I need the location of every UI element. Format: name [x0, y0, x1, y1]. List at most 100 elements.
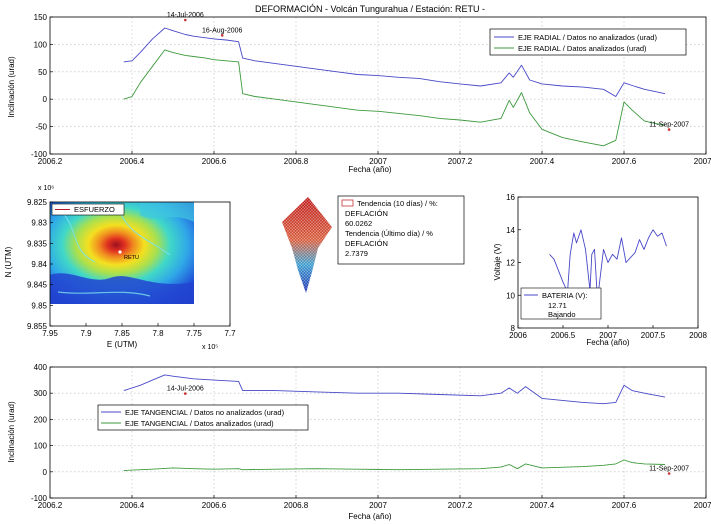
- radial-legend-raw: EJE RADIAL / Datos no analizados (urad): [518, 33, 657, 42]
- radial-series: [123, 27, 666, 147]
- stress-legend: ESFUERZO: [51, 203, 125, 216]
- date-annotation: 11-Sep-2007: [649, 122, 689, 129]
- map-y-tick-label: 9.845: [27, 281, 48, 290]
- x-tick-label: 2007: [599, 331, 617, 340]
- y-tick-label: 150: [34, 13, 48, 22]
- x-tick-label: 2007.4: [530, 157, 555, 166]
- map-x-tick-label: 7.85: [114, 329, 130, 338]
- stress-cone-mesh: [282, 197, 332, 293]
- x-tick-label: 2006.5: [551, 331, 576, 340]
- x-tick-label: 2008: [689, 331, 707, 340]
- stress-map-chart: RETU 7.95 7.9 7.85 7.8 7.75 7.7 9.825 9.83 9.835…: [4, 185, 236, 351]
- battery-legend-label: BATERIA (V):: [542, 291, 587, 300]
- y-tick-label: 100: [34, 442, 48, 451]
- series-line-0: [123, 27, 666, 97]
- y-tick-label: 200: [34, 415, 48, 424]
- y-tick-label: -100: [31, 494, 48, 503]
- trend-box: [337, 195, 465, 265]
- battery-ticks: 2006 2006.5 2007 2007.5 2008 8 10 12 14 16: [506, 193, 707, 340]
- radial-ticks: 2006.2 2006.4 2006.6 2006.8 2007 2007.2 2007.4…: [31, 13, 711, 166]
- stress-map-x-exponent: x 10⁵: [202, 344, 218, 351]
- y-tick-label: 100: [34, 40, 48, 49]
- trend-last-day-value: 2.7379: [345, 249, 368, 258]
- map-x-tick-label: 7.75: [186, 329, 202, 338]
- x-tick-label: 2007.2: [448, 501, 473, 510]
- trend-last-day-label: Tendencia (Último día) / %: [345, 229, 433, 238]
- trend-last-day-state: DEFLACIÓN: [345, 239, 388, 248]
- x-tick-label: 2007.8: [694, 157, 711, 166]
- stress-legend-label: ESFUERZO: [74, 205, 115, 214]
- x-tick-label: 2006.6: [202, 157, 227, 166]
- trend-legend-swatch: [341, 199, 354, 207]
- map-x-tick-label: 7.95: [42, 329, 58, 338]
- station-marker: [118, 250, 122, 254]
- low-stress-region: [50, 273, 194, 304]
- date-annotation: 16-Aug-2006: [202, 27, 243, 34]
- tangential-y-axis-label: Inclinación (urad): [7, 401, 16, 463]
- radial-legend-box: [489, 28, 687, 56]
- battery-state: Bajando: [548, 310, 576, 319]
- y-tick-label: 300: [34, 389, 48, 398]
- radial-tilt-chart: 2006.2 2006.4 2006.6 2006.8 2007 2007.2 2007.4…: [7, 12, 711, 174]
- x-tick-label: 2006.6: [202, 501, 227, 510]
- radial-x-axis-label: Fecha (año): [348, 165, 391, 174]
- series-line-1: [123, 459, 666, 471]
- map-x-tick-label: 7.7: [224, 329, 236, 338]
- event-marker: [667, 472, 671, 475]
- radial-legend-analyzed: EJE RADIAL / Datos analizados (urad): [518, 44, 647, 53]
- map-y-tick-label: 9.855: [27, 322, 48, 331]
- tangential-annotations: 14-Jul-2006 11-Sep-2007: [167, 386, 689, 475]
- date-annotation: 14-Jul-2006: [167, 386, 204, 393]
- battery-x-axis-label: Fecha (año): [586, 338, 629, 347]
- tangential-legend-box: [97, 404, 309, 431]
- battery-y-axis-label: Voltaje (V): [493, 243, 502, 280]
- map-y-tick-label: 9.835: [27, 239, 48, 248]
- x-tick-label: 2006.4: [120, 501, 145, 510]
- tangential-ticks: 2006.2 2006.4 2006.6 2006.8 2007 2007.2 2007.4…: [31, 363, 711, 510]
- tangential-legend: EJE TANGENCIAL / Datos no analizados (ur…: [97, 404, 309, 431]
- x-tick-label: 2006.8: [284, 157, 309, 166]
- event-marker: [184, 392, 187, 395]
- y-tick-label: 12: [506, 259, 515, 268]
- y-tick-label: 8: [511, 324, 516, 333]
- figure-title: DEFORMACIÓN - Volcán Tungurahua / Estaci…: [255, 4, 485, 14]
- stress-map-y-exponent: x 10⁶: [38, 185, 54, 192]
- tangential-legend-raw: EJE TANGENCIAL / Datos no analizados (ur…: [125, 408, 285, 417]
- y-tick-label: 10: [506, 291, 515, 300]
- map-x-tick-label: 7.8: [152, 329, 164, 338]
- stress-heatmap: [50, 202, 194, 304]
- x-tick-label: 2006.2: [38, 501, 63, 510]
- y-tick-label: 14: [506, 226, 515, 235]
- y-tick-label: -50: [35, 123, 47, 132]
- stress-map-x-axis-label: E (UTM): [107, 340, 138, 349]
- y-tick-label: -100: [31, 150, 48, 159]
- x-tick-label: 2007.8: [694, 501, 711, 510]
- map-y-tick-label: 9.83: [31, 219, 47, 228]
- battery-series: [549, 229, 667, 296]
- map-x-tick-label: 7.9: [80, 329, 92, 338]
- map-y-tick-label: 9.85: [31, 301, 47, 310]
- date-annotation: 11-Sep-2007: [649, 465, 689, 472]
- radial-annotations: 14-Jul-2006 16-Aug-2006 11-Sep-2007: [167, 12, 689, 131]
- tangential-tilt-chart: 2006.2 2006.4 2006.6 2006.8 2007 2007.2 2007.4…: [7, 363, 711, 521]
- y-tick-label: 0: [43, 95, 48, 104]
- trend-10-days-state: DEFLACIÓN: [345, 209, 388, 218]
- stress-cone-panel: Tendencia (10 días) / %: DEFLACIÓN 60.02…: [282, 195, 465, 293]
- battery-legend: BATERIA (V): 12.71 Bajando: [520, 287, 602, 320]
- tangential-grid: [50, 367, 706, 498]
- tangential-series: [123, 374, 666, 471]
- series-line-0: [549, 229, 667, 296]
- mid-stress-region: [140, 202, 194, 222]
- x-tick-label: 2007: [369, 501, 387, 510]
- tangential-legend-analyzed: EJE TANGENCIAL / Datos analizados (urad): [125, 419, 274, 428]
- radial-grid: [50, 17, 706, 154]
- x-tick-label: 2006.8: [284, 501, 309, 510]
- terrain-contours: [57, 209, 171, 297]
- x-tick-label: 2007.4: [530, 501, 555, 510]
- radial-y-axis-label: Inclinación (urad): [7, 56, 16, 118]
- x-tick-label: 2007.6: [612, 501, 637, 510]
- x-tick-label: 2007: [369, 157, 387, 166]
- stress-map-y-axis-label: N (UTM): [4, 246, 13, 277]
- event-marker: [220, 34, 224, 37]
